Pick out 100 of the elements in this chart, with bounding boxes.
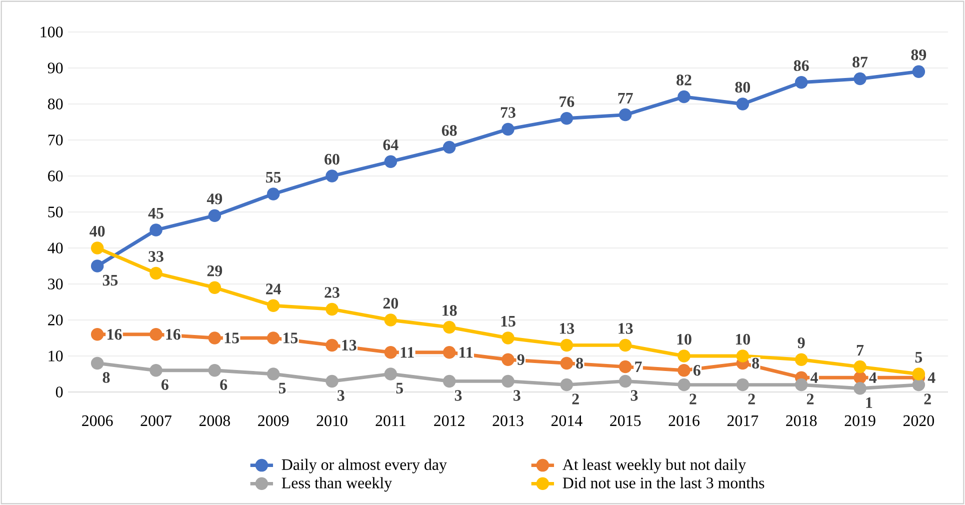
data-label: 10 [736, 334, 750, 345]
data-label: 8 [102, 372, 110, 383]
data-label: 86 [794, 60, 809, 72]
data-label: 1 [866, 397, 872, 408]
data-label: 77 [618, 93, 633, 104]
point [266, 368, 280, 380]
data-label: 82 [676, 74, 692, 86]
legend-label: Did not use in the last 3 months [562, 477, 764, 488]
point [442, 140, 456, 154]
point [854, 382, 866, 395]
legend-label: At least weekly but not daily [562, 458, 746, 474]
data-label: 87 [852, 56, 868, 68]
point [678, 90, 690, 104]
data-label: 60 [324, 154, 340, 165]
point [442, 346, 456, 359]
point [560, 378, 574, 392]
point [208, 209, 222, 222]
point [794, 353, 808, 366]
y-tick-label: 90 [48, 62, 63, 74]
point [384, 155, 398, 168]
point [150, 328, 162, 341]
point [736, 98, 750, 110]
data-label: 4 [810, 372, 818, 383]
data-label: 20 [383, 298, 398, 309]
data-label: 10 [677, 334, 692, 345]
data-label: 49 [206, 194, 222, 204]
x-tick-label: 2015 [610, 415, 641, 426]
data-label: 11 [460, 347, 473, 358]
y-tick-label: 50 [48, 206, 63, 218]
point [736, 350, 750, 362]
data-label: 80 [735, 82, 750, 93]
x-tick-label: 2019 [844, 415, 876, 426]
point [912, 368, 926, 380]
y-tick-label: 70 [48, 134, 63, 146]
data-label: 16 [108, 329, 122, 340]
point [326, 302, 338, 316]
data-label: 73 [500, 107, 516, 118]
point [384, 346, 398, 359]
data-label: 13 [618, 323, 633, 334]
x-tick-label: 2010 [316, 415, 348, 426]
data-label: 6 [220, 379, 228, 390]
y-tick-label: 60 [48, 170, 63, 182]
point [384, 368, 398, 380]
point [560, 356, 574, 370]
point [326, 338, 338, 352]
data-label: 6 [161, 379, 168, 390]
y-tick-label: 80 [48, 98, 63, 110]
data-label: 15 [284, 332, 298, 344]
data-label: 5 [396, 382, 403, 394]
y-tick-label: 10 [48, 350, 63, 362]
data-label: 8 [576, 358, 584, 369]
point [502, 332, 514, 344]
point [384, 314, 398, 326]
y-tick-label: 40 [48, 242, 63, 254]
data-label: 16 [166, 329, 180, 340]
x-tick-label: 2011 [376, 415, 406, 426]
data-label: 40 [90, 226, 105, 237]
data-label: 2 [748, 394, 755, 404]
data-label: 2 [806, 394, 814, 404]
point [150, 364, 162, 377]
point [912, 378, 926, 392]
data-label: 5 [278, 382, 286, 394]
data-label: 2 [924, 394, 931, 404]
point [326, 170, 338, 182]
point [90, 328, 104, 341]
y-tick-label: 20 [48, 314, 63, 326]
legend-label: Less than weekly [282, 477, 392, 492]
point [90, 260, 104, 272]
point [266, 188, 280, 200]
point [150, 224, 162, 236]
data-label: 8 [752, 358, 760, 369]
point [266, 299, 280, 312]
data-label: 4 [869, 372, 877, 383]
data-label: 9 [798, 338, 805, 348]
data-label: 3 [338, 390, 344, 401]
x-tick-label: 2008 [199, 415, 230, 426]
data-label: 24 [266, 284, 281, 294]
point [266, 332, 280, 344]
y-tick-label: 0 [56, 386, 63, 398]
data-label: 35 [102, 274, 118, 286]
point [502, 374, 514, 388]
data-label: 29 [207, 266, 222, 276]
data-label: 64 [383, 140, 398, 150]
point [90, 356, 104, 370]
data-label: 76 [560, 96, 574, 108]
point [618, 108, 632, 122]
x-tick-label: 2018 [786, 415, 817, 426]
point [854, 371, 866, 384]
point [618, 338, 632, 352]
point [150, 266, 162, 280]
x-tick-label: 2013 [492, 415, 524, 426]
data-label: 45 [148, 208, 164, 219]
y-tick-label: 30 [48, 278, 63, 290]
data-label: 9 [517, 354, 524, 365]
data-label: 3 [454, 390, 462, 401]
legend-label: Daily or almost every day [282, 458, 447, 474]
x-tick-label: 2006 [82, 415, 113, 426]
point [560, 338, 574, 352]
x-tick-label: 2007 [140, 415, 172, 426]
x-tick-label: 2017 [727, 415, 758, 426]
